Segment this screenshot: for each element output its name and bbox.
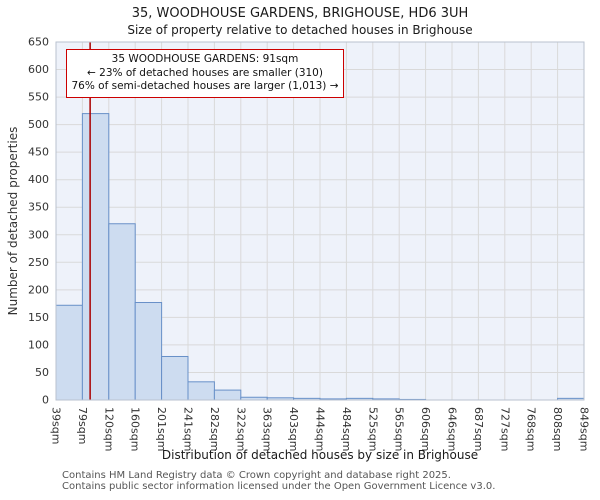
svg-text:79sqm: 79sqm <box>76 407 89 444</box>
svg-text:400: 400 <box>28 173 49 186</box>
svg-text:550: 550 <box>28 91 49 104</box>
svg-text:450: 450 <box>28 146 49 159</box>
svg-text:727sqm: 727sqm <box>498 407 511 451</box>
svg-text:322sqm: 322sqm <box>234 407 247 451</box>
svg-text:100: 100 <box>28 338 49 351</box>
annotation-smaller-line: ← 23% of detached houses are smaller (31… <box>87 66 323 79</box>
svg-text:606sqm: 606sqm <box>419 407 432 451</box>
x-tick-labels: 39sqm 79sqm 120sqm 160sqm 201sqm 241sqm 282sqm… <box>50 407 591 451</box>
histogram-bar <box>161 355 189 401</box>
histogram-bar <box>134 302 163 401</box>
svg-text:50: 50 <box>35 366 49 379</box>
svg-text:250: 250 <box>28 256 49 269</box>
svg-text:849sqm: 849sqm <box>578 407 591 451</box>
svg-text:350: 350 <box>28 201 49 214</box>
svg-text:150: 150 <box>28 311 49 324</box>
histogram-bar <box>108 223 136 401</box>
svg-text:300: 300 <box>28 228 49 241</box>
svg-text:687sqm: 687sqm <box>472 407 485 451</box>
svg-text:444sqm: 444sqm <box>314 407 327 451</box>
annotation-larger-line: 76% of semi-detached houses are larger (… <box>71 80 339 93</box>
histogram-bars <box>55 113 585 401</box>
plot-border <box>55 41 585 401</box>
histogram-bar <box>81 113 110 401</box>
svg-text:363sqm: 363sqm <box>261 407 274 451</box>
annotation-property-line: 35 WOODHOUSE GARDENS: 91sqm <box>111 53 299 65</box>
svg-text:484sqm: 484sqm <box>340 407 353 451</box>
svg-text:650: 650 <box>28 36 49 49</box>
histogram-bar <box>187 381 215 401</box>
annotation-box: 35 WOODHOUSE GARDENS: 91sqm ← 23% of det… <box>66 49 344 98</box>
svg-text:600: 600 <box>28 63 49 76</box>
svg-text:525sqm: 525sqm <box>366 407 379 451</box>
svg-text:500: 500 <box>28 118 49 131</box>
footer-attribution-2: Contains public sector information licen… <box>62 481 496 492</box>
svg-text:39sqm: 39sqm <box>50 407 63 444</box>
chart-title: 35, WOODHOUSE GARDENS, BRIGHOUSE, HD6 3U… <box>131 6 469 21</box>
footer-attribution-1: Contains HM Land Registry data © Crown c… <box>62 470 451 481</box>
svg-text:282sqm: 282sqm <box>208 407 221 451</box>
y-tick-labels: 0 50 100 150 200 250 300 350 400 450 500 550 600 650 <box>28 36 49 407</box>
svg-text:646sqm: 646sqm <box>446 407 459 451</box>
svg-text:403sqm: 403sqm <box>287 407 300 451</box>
svg-text:565sqm: 565sqm <box>393 407 406 451</box>
svg-text:201sqm: 201sqm <box>155 407 168 451</box>
chart-subtitle: Size of property relative to detached ho… <box>127 23 473 37</box>
svg-text:160sqm: 160sqm <box>129 407 142 451</box>
x-axis-label: Distribution of detached houses by size … <box>161 448 479 462</box>
svg-text:808sqm: 808sqm <box>551 407 564 451</box>
svg-text:241sqm: 241sqm <box>182 407 195 451</box>
histogram-bar <box>213 389 242 401</box>
svg-text:120sqm: 120sqm <box>102 407 115 451</box>
y-axis-label: Number of detached properties <box>6 126 20 316</box>
svg-text:200: 200 <box>28 283 49 296</box>
svg-text:0: 0 <box>42 394 49 407</box>
svg-text:768sqm: 768sqm <box>525 407 538 451</box>
histogram-bar <box>55 304 83 401</box>
